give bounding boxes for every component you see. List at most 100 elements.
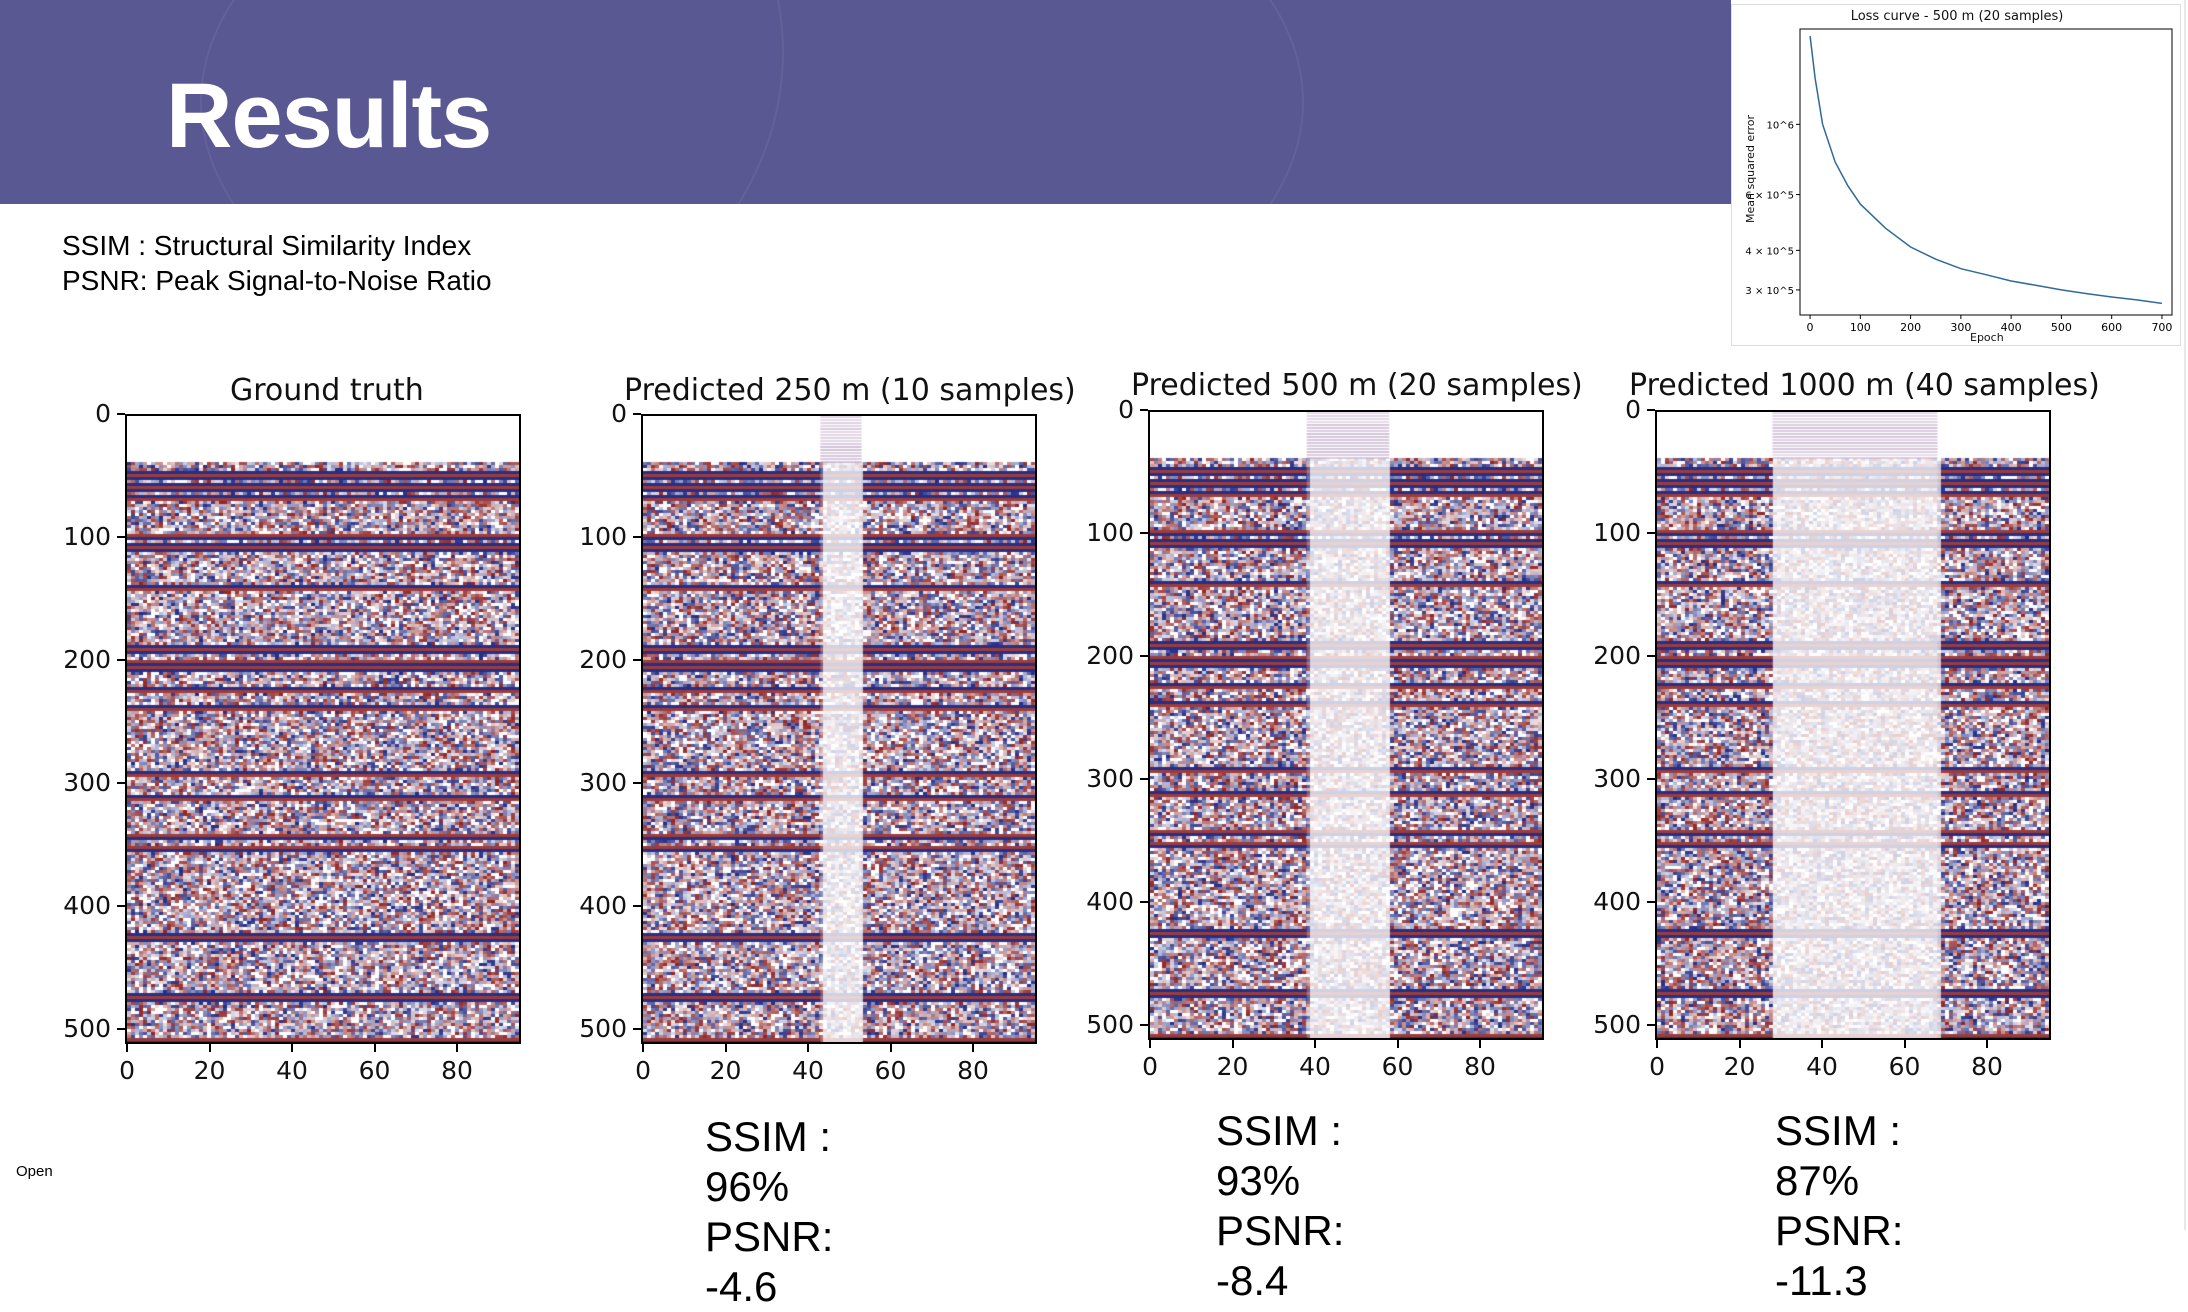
seismic-image [1655,410,2051,1040]
x-tick-mark [1986,1040,1989,1048]
x-tick-label: 0 [635,1056,652,1085]
x-tick-mark [1821,1040,1824,1048]
loss-x-tick-label: 600 [2101,321,2122,334]
y-tick-label: 100 [1593,518,1641,548]
x-tick-label: 0 [1649,1052,1666,1081]
panel-title: Predicted 1000 m (40 samples) [1629,368,2100,403]
loss-line [1809,36,2163,305]
y-tick-label: 400 [579,891,627,921]
x-tick-mark [1738,1040,1741,1048]
y-tick-label: 0 [95,399,111,428]
x-tick-label: 60 [874,1056,907,1085]
y-tick-label: 400 [63,891,111,921]
metrics: SSIM : 93% PSNR: -8.4 [1216,1106,1344,1306]
psnr-value: PSNR: -4.6 [705,1213,834,1310]
x-tick-label: 20 [193,1056,226,1085]
loss-y-tick-label: 4 × 10^5 [1745,246,1794,257]
y-tick-mark [117,536,125,539]
y-tick-mark [1140,409,1148,411]
x-tick-mark [972,1044,975,1052]
x-tick-mark [126,1044,129,1052]
loss-x-tick-label: 200 [1900,321,1921,334]
x-tick-mark [724,1044,727,1052]
y-tick-label: 200 [1086,641,1134,671]
y-tick-mark [117,1028,125,1031]
seismic-image [125,414,521,1044]
x-tick-label: 20 [709,1056,742,1085]
definition-ssim: SSIM : Structural Similarity Index [62,230,472,261]
y-tick-mark [117,413,125,415]
metrics: SSIM : 96% PSNR: -4.6 [705,1112,833,1312]
ssim-value: SSIM : 96% [705,1113,832,1210]
definition-psnr: PSNR: Peak Signal-to-Noise Ratio [62,265,492,296]
loss-plot-frame [1799,28,2173,316]
y-tick-mark [1647,1024,1655,1027]
y-tick-mark [633,1028,641,1031]
x-tick-label: 80 [1971,1052,2003,1081]
x-tick-label: 20 [1216,1052,1249,1081]
y-tick-mark [633,413,641,415]
title-banner: Results [0,0,1731,204]
y-tick-mark [1140,1024,1148,1027]
slide-title: Results [166,65,492,167]
x-tick-label: 0 [119,1056,136,1085]
loss-x-tick-label: 100 [1850,321,1871,334]
y-tick-mark [1140,655,1148,658]
loss-ylabel: Mean squared error [1744,114,1757,223]
y-tick-label: 300 [1086,764,1134,794]
y-tick-label: 0 [611,399,627,428]
y-tick-label: 0 [1625,395,1641,424]
x-tick-label: 80 [957,1056,989,1085]
y-tick-mark [117,659,125,662]
y-tick-label: 300 [63,768,111,798]
y-tick-mark [1647,409,1655,411]
loss-y-tick-label: 10^6 [1767,120,1794,131]
y-tick-mark [633,536,641,539]
x-tick-mark [807,1044,810,1052]
x-tick-mark [1903,1040,1906,1048]
x-tick-label: 80 [1464,1052,1496,1081]
y-tick-mark [1647,901,1655,904]
slide-edge [2184,0,2186,1230]
y-tick-mark [117,782,125,785]
x-tick-label: 60 [1381,1052,1414,1081]
x-tick-mark [373,1044,376,1052]
x-tick-mark [456,1044,459,1052]
y-tick-mark [633,659,641,662]
x-tick-label: 0 [1142,1052,1159,1081]
y-tick-label: 200 [579,645,627,675]
y-tick-mark [633,905,641,908]
x-tick-mark [1656,1040,1659,1048]
x-tick-label: 20 [1723,1052,1756,1081]
x-tick-mark [1231,1040,1234,1048]
y-tick-label: 300 [1593,764,1641,794]
loss-chart-svg: 0 100 200 300 400 500 600 700 10^6 6 × 10^5 4 × 10… [1745,28,2173,334]
loss-y-tick-label: 6 × 10^5 [1745,191,1794,202]
y-tick-label: 200 [63,645,111,675]
psnr-value: PSNR: -8.4 [1216,1207,1345,1304]
loss-x-tick-label: 500 [2051,321,2072,334]
panel-title: Predicted 500 m (20 samples) [1131,368,1583,403]
seismic-image [641,414,1037,1044]
loss-x-tick-label: 400 [2001,321,2022,334]
x-tick-mark [1314,1040,1317,1048]
y-tick-label: 400 [1086,887,1134,917]
y-tick-label: 100 [63,522,111,552]
x-tick-label: 40 [1299,1052,1331,1081]
loss-x-tick-label: 300 [1950,321,1971,334]
metrics: SSIM : 87% PSNR: -11.3 [1775,1106,1903,1306]
y-tick-label: 400 [1593,887,1641,917]
y-tick-label: 300 [579,768,627,798]
panel-title: Predicted 250 m (10 samples) [624,373,1076,408]
ssim-value: SSIM : 87% [1775,1107,1902,1204]
panel-title: Ground truth [230,373,424,408]
loss-chart-title: Loss curve - 500 m (20 samples) [1850,9,2064,24]
y-tick-label: 500 [63,1014,111,1044]
x-tick-mark [1396,1040,1399,1048]
definitions: SSIM : Structural Similarity Index PSNR:… [62,228,492,298]
x-tick-mark [889,1044,892,1052]
y-tick-label: 500 [579,1014,627,1044]
y-tick-mark [117,905,125,908]
y-tick-label: 100 [1086,518,1134,548]
seismic-image [1148,410,1544,1040]
